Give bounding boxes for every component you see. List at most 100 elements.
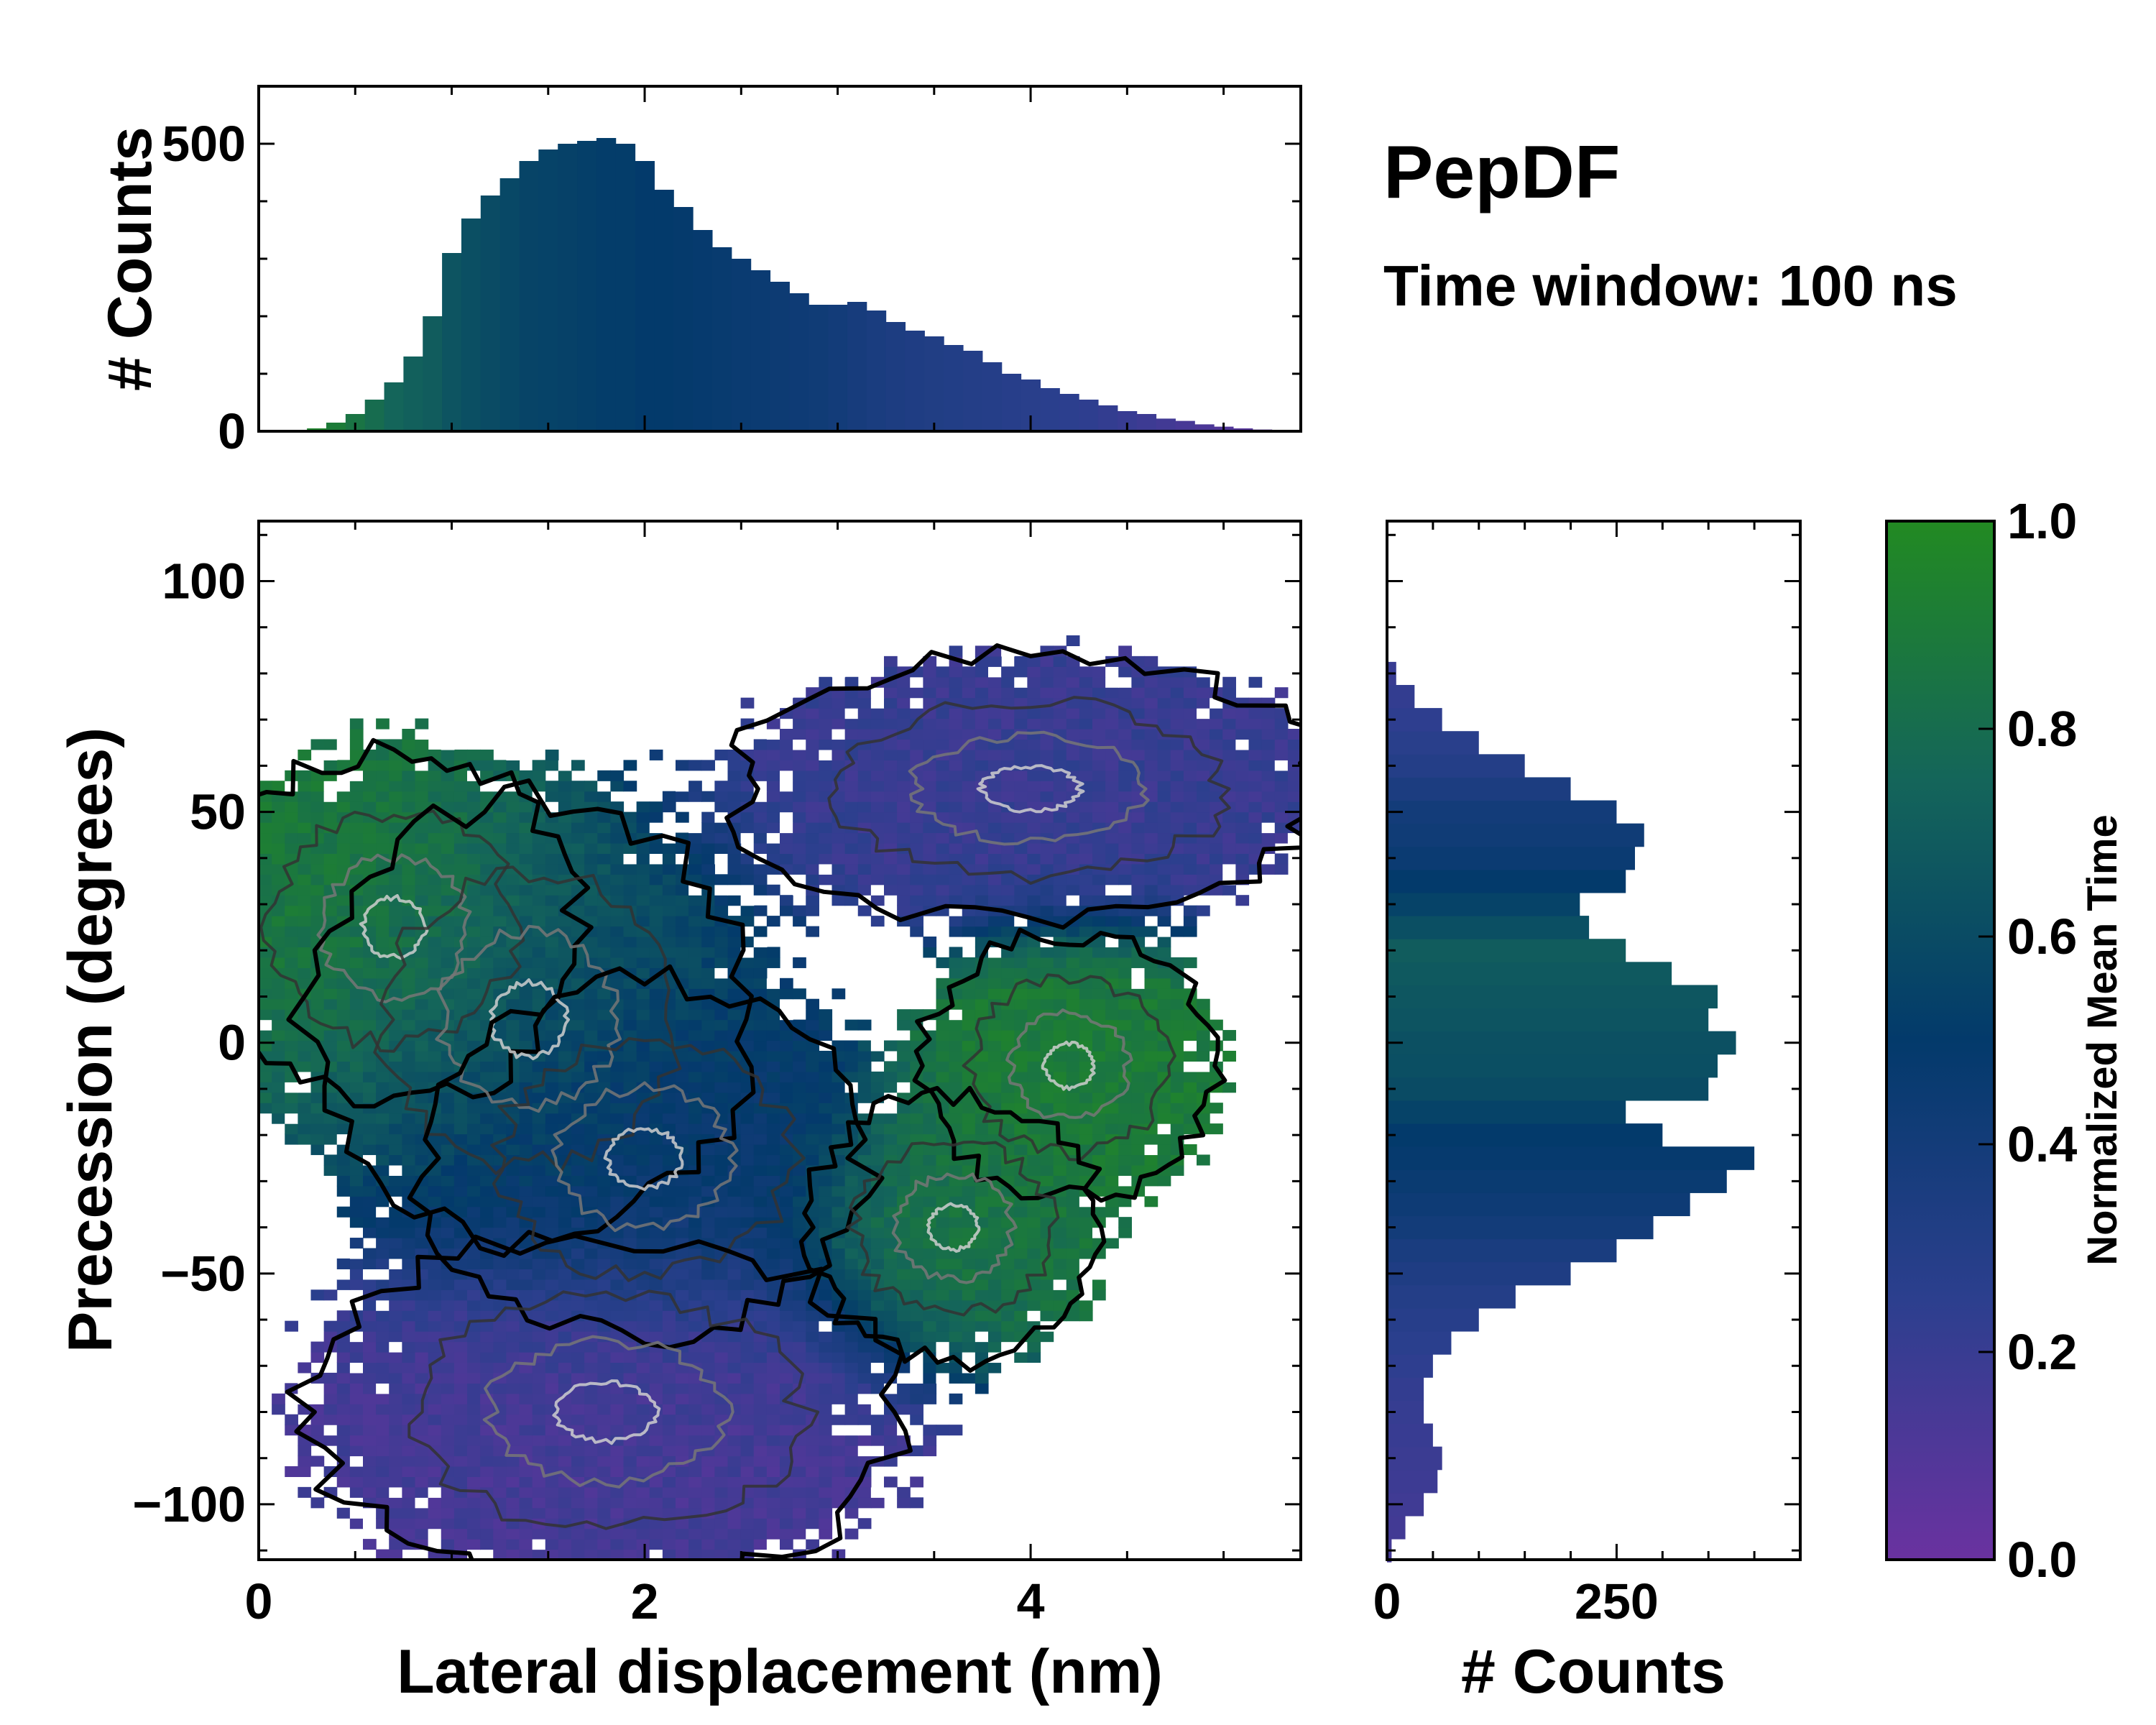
heatmap-bin (584, 1528, 598, 1540)
heatmap-bin (844, 729, 859, 740)
heatmap-bin (962, 832, 976, 844)
heatmap-bin (363, 1476, 377, 1488)
heatmap-bin (441, 1144, 455, 1156)
heatmap-bin (623, 1009, 637, 1021)
heatmap-bin (532, 916, 546, 927)
heatmap-bin (714, 1082, 729, 1093)
heatmap-bin (558, 822, 572, 834)
heatmap-bin (467, 916, 481, 927)
heatmap-bin (844, 1040, 859, 1052)
heatmap-bin (793, 988, 806, 1000)
heatmap-bin (480, 884, 494, 896)
heatmap-bin (610, 1414, 625, 1425)
heatmap-bin (1105, 916, 1119, 927)
heatmap-bin (701, 822, 715, 834)
heatmap-bin (688, 1217, 702, 1228)
heatmap-bin (923, 1206, 937, 1218)
heatmap-bin (884, 1123, 898, 1135)
heatmap-bin (975, 1320, 989, 1332)
heatmap-bin (1079, 801, 1093, 813)
heatmap-bin (623, 874, 637, 886)
heatmap-bin (1235, 749, 1250, 760)
heatmap-bin (272, 863, 285, 875)
heatmap-bin (780, 1092, 793, 1103)
heatmap-bin (1118, 998, 1132, 1010)
heatmap-bin (558, 916, 572, 927)
heatmap-bin (1014, 1206, 1028, 1218)
heatmap-bin (259, 1082, 272, 1093)
heatmap-bin (428, 1539, 442, 1550)
heatmap-bin (975, 1144, 989, 1156)
heatmap-bin (780, 853, 793, 865)
heatmap-bin (584, 811, 598, 823)
heatmap-bin (1066, 1071, 1080, 1082)
heatmap-bin (1183, 1040, 1197, 1052)
heatmap-bin (623, 926, 637, 937)
heatmap-bin (819, 1445, 833, 1457)
heatmap-bin (766, 1113, 780, 1124)
heatmap-bin (1183, 957, 1197, 968)
heatmap-bin (975, 895, 989, 906)
heatmap-bin (636, 1061, 650, 1072)
heatmap-bin (415, 832, 429, 844)
heatmap-bin (701, 842, 715, 854)
heatmap-bin (819, 1528, 833, 1540)
heatmap-bin (714, 791, 729, 802)
heatmap-bin (506, 801, 520, 813)
heatmap-bin (336, 1320, 351, 1332)
heatmap-bin (480, 1435, 494, 1446)
heatmap-bin (1053, 822, 1067, 834)
heatmap-bin (545, 905, 559, 916)
heatmap-bin (766, 1404, 780, 1415)
heatmap-bin (923, 1383, 937, 1394)
heatmap-bin (389, 1082, 402, 1093)
heatmap-bin (480, 916, 494, 927)
heatmap-bin (740, 1144, 755, 1156)
heatmap-bin (780, 1061, 793, 1072)
heatmap-bin (1092, 781, 1106, 792)
heatmap-bin (780, 1414, 793, 1425)
heatmap-bin (844, 1476, 859, 1488)
heatmap-bin (571, 1082, 585, 1093)
heatmap-bin (597, 1009, 611, 1021)
heatmap-bin (272, 801, 285, 813)
heatmap-bin (480, 1549, 494, 1560)
heatmap-bin (701, 967, 715, 979)
heatmap-bin (975, 739, 989, 750)
heatmap-bin (1235, 770, 1250, 781)
heatmap-bin (1157, 1154, 1171, 1166)
heatmap-bin (806, 1206, 819, 1218)
heatmap-bin (428, 998, 442, 1010)
heatmap-bin (676, 884, 689, 896)
heatmap-bin (819, 1030, 833, 1041)
heatmap-bin (349, 791, 364, 802)
heatmap-bin (597, 1248, 611, 1259)
heatmap-bin (793, 1082, 806, 1093)
heatmap-bin (923, 1185, 937, 1197)
heatmap-bin (323, 1435, 338, 1446)
heatmap-bin (428, 1404, 442, 1415)
heatmap-bin (349, 1061, 364, 1072)
heatmap-bin (298, 916, 312, 927)
heatmap-bin (1092, 1289, 1106, 1301)
heatmap-bin (780, 739, 793, 750)
heatmap-bin (402, 1269, 416, 1280)
heatmap-bin (936, 760, 950, 771)
heatmap-bin (298, 1050, 312, 1062)
heatmap-bin (519, 1113, 533, 1124)
heatmap-bin (493, 1227, 507, 1238)
heatmap-bin (688, 1227, 702, 1238)
heatmap-bin (389, 1154, 402, 1166)
heatmap-bin (1170, 749, 1184, 760)
heatmap-bin (376, 874, 390, 886)
heatmap-bin (988, 1019, 1002, 1031)
heatmap-bin (1079, 853, 1093, 865)
heatmap-bin (923, 937, 937, 948)
heatmap-bin (662, 1425, 676, 1436)
heatmap-bin (806, 905, 819, 916)
heatmap-bin (519, 957, 533, 968)
heatmap-bin (1157, 791, 1171, 802)
heatmap-bin (545, 895, 559, 906)
heatmap-bin (831, 1476, 846, 1488)
heatmap-bin (1001, 1320, 1015, 1332)
